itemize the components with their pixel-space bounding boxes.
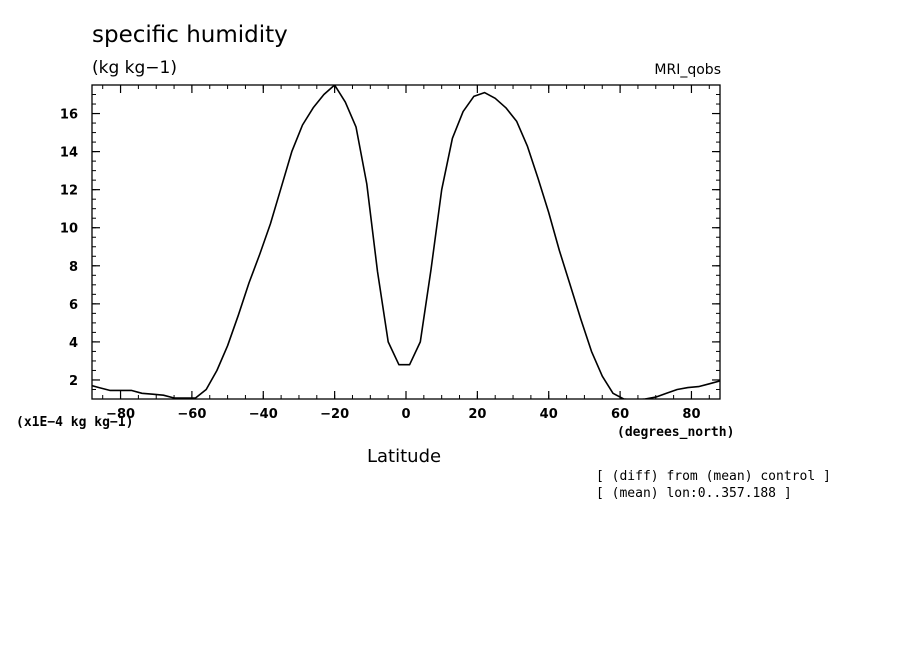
x-axis-label: Latitude [367,446,442,467]
dataset-label: MRI_qobs [654,62,721,78]
x-tick-label: −40 [249,407,278,422]
series [92,85,720,399]
scale-note: (x1E−4 kg kg−1) [16,415,134,430]
x-tick-label: 60 [611,407,629,422]
axes: −80 −60 −40 −20 0 20 40 60 80 2 4 6 8 10 12 14 16 [60,84,721,422]
y-tick-label: 14 [60,146,78,161]
x-tick-label: −80 [106,407,135,422]
units-label: (kg kg−1) [92,58,177,78]
y-tick-label: 12 [60,184,78,199]
note-diff: [ (diff) from (mean) control ] [596,469,831,484]
y-tick-label: 6 [69,298,78,313]
y-tick-label: 16 [60,108,78,123]
y-tick-label: 2 [69,374,78,389]
plot-frame [91,84,721,400]
x-tick-label: −20 [320,407,349,422]
note-mean: [ (mean) lon:0..357.188 ] [596,486,792,501]
x-axis-units: (degrees_north) [617,425,735,440]
x-tick-label: 20 [468,407,486,422]
y-tick-label: 10 [60,222,78,237]
y-tick-label: 8 [69,260,78,275]
x-tick-label: 40 [540,407,558,422]
x-tick-label: 80 [682,407,700,422]
chart-title: specific humidity [92,22,288,48]
x-tick-label: 0 [401,407,410,422]
x-tick-label: −60 [177,407,206,422]
y-tick-label: 4 [69,336,78,351]
series-line [92,85,720,399]
